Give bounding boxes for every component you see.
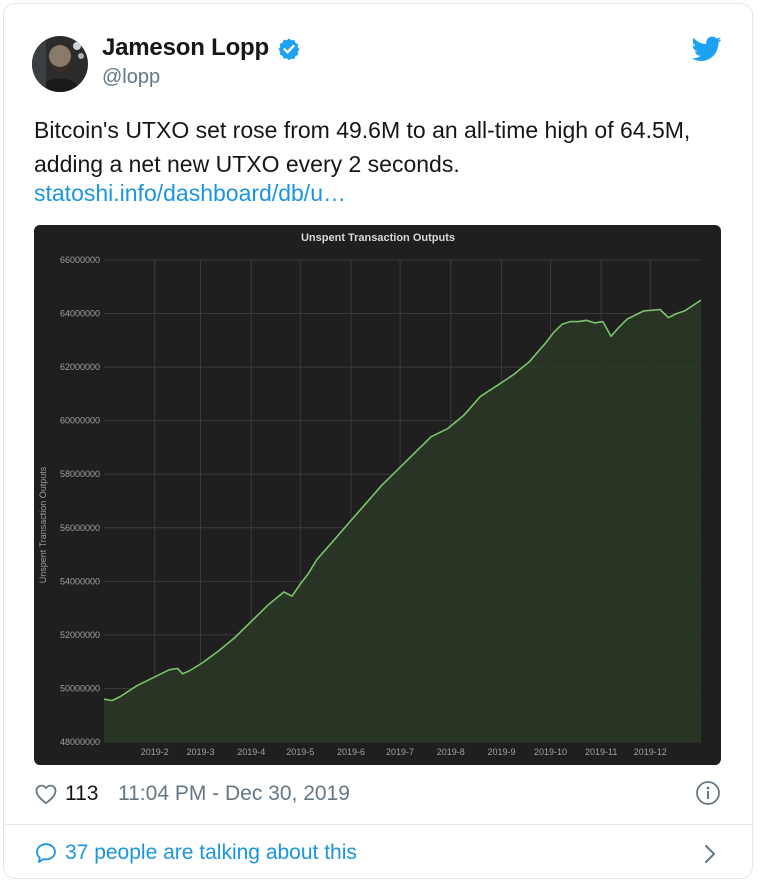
- x-tick-label: 2019-7: [386, 747, 414, 757]
- avatar-image: [32, 36, 88, 92]
- y-tick-label: 56000000: [60, 523, 100, 533]
- utxo-chart: Unspent Transaction Outputs Unspent Tran…: [34, 225, 721, 765]
- y-tick-label: 48000000: [60, 737, 100, 747]
- tweet-timestamp[interactable]: 11:04 PM - Dec 30, 2019: [118, 782, 350, 805]
- verified-badge-icon: [278, 38, 300, 61]
- x-tick-label: 2019-5: [286, 747, 314, 757]
- x-tick-label: 2019-2: [141, 747, 169, 757]
- author-name[interactable]: Jameson Lopp: [102, 34, 269, 61]
- info-icon[interactable]: [695, 780, 721, 806]
- x-tick-label: 2019-4: [237, 747, 265, 757]
- author-handle[interactable]: @lopp: [102, 66, 161, 88]
- x-tick-label: 2019-12: [634, 747, 667, 757]
- conversation-link[interactable]: 37 people are talking about this: [34, 837, 724, 871]
- speech-bubble-icon: [36, 843, 56, 863]
- x-tick-label: 2019-10: [534, 747, 567, 757]
- series-line: [103, 299, 702, 702]
- tweet-meta: 113 11:04 PM - Dec 30, 2019: [34, 780, 724, 810]
- x-tick-label: 2019-11: [585, 747, 617, 757]
- chart-image[interactable]: Unspent Transaction Outputs Unspent Tran…: [34, 225, 721, 765]
- y-tick-label: 64000000: [60, 309, 100, 319]
- chart-series: [103, 299, 702, 742]
- x-tick-label: 2019-3: [186, 747, 214, 757]
- chart-y-ticks: 48000000 50000000 52000000 54000000 56000000…: [60, 255, 100, 747]
- y-tick-label: 54000000: [60, 576, 100, 586]
- like-count[interactable]: 113: [65, 782, 99, 805]
- y-tick-label: 62000000: [60, 362, 100, 372]
- twitter-bird-icon[interactable]: [692, 36, 722, 62]
- x-tick-label: 2019-6: [337, 747, 365, 757]
- avatar[interactable]: [32, 36, 88, 92]
- tweet-text: Bitcoin's UTXO set rose from 49.6M to an…: [34, 117, 691, 177]
- y-tick-label: 50000000: [60, 683, 100, 693]
- x-tick-label: 2019-8: [437, 747, 465, 757]
- chart-y-axis-label: Unspent Transaction Outputs: [38, 466, 48, 583]
- series-area: [104, 300, 701, 742]
- talking-count[interactable]: 37 people are talking about this: [65, 841, 357, 864]
- chart-x-ticks: 2019-2 2019-3 2019-4 2019-5 2019-6 2019-7 2019…: [141, 747, 667, 757]
- heart-icon[interactable]: [34, 782, 58, 806]
- tweet-link[interactable]: statoshi.info/dashboard/db/u…: [34, 180, 346, 206]
- chevron-right-icon[interactable]: [701, 841, 719, 867]
- y-tick-label: 60000000: [60, 416, 100, 426]
- y-tick-label: 58000000: [60, 469, 100, 479]
- chart-title: Unspent Transaction Outputs: [301, 232, 455, 244]
- x-tick-label: 2019-9: [487, 747, 515, 757]
- divider: [4, 824, 752, 825]
- y-tick-label: 66000000: [60, 255, 100, 265]
- y-tick-label: 52000000: [60, 630, 100, 640]
